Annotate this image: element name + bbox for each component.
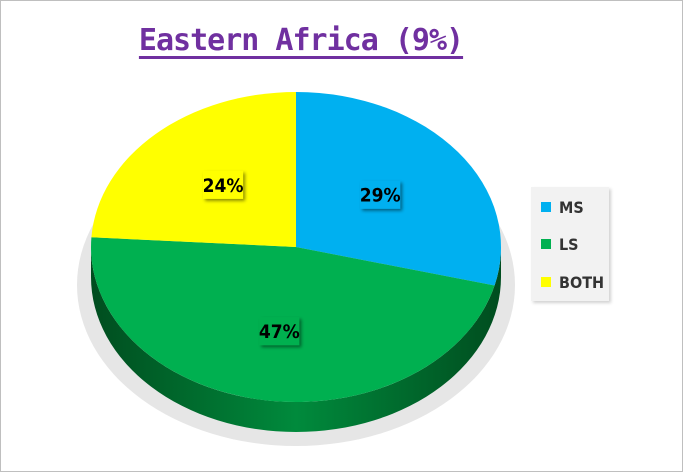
legend-label-ls: LS [559, 234, 579, 254]
legend-item-ls: LS [541, 234, 579, 254]
data-label-ls: 47% [259, 321, 300, 343]
legend-label-ms: MS [559, 197, 584, 217]
data-label-box-ls [259, 317, 300, 346]
data-label-box-both [203, 170, 244, 199]
legend-swatch-ms [541, 202, 551, 212]
chart-title: Eastern Africa (9%) [138, 23, 464, 58]
data-label-ms: 29% [360, 185, 401, 207]
pie-side-wall [91, 247, 501, 432]
legend-swatch-both [541, 277, 551, 287]
legend-item-ms: MS [541, 197, 584, 217]
pie-slice-both [91, 92, 297, 247]
legend-item-both: BOTH [541, 272, 604, 292]
data-label-both: 24% [203, 175, 244, 197]
data-label-box-ms [360, 180, 401, 209]
legend-swatch-ls [541, 239, 551, 249]
legend: MS LS BOTH [531, 187, 609, 301]
legend-label-both: BOTH [559, 272, 605, 292]
